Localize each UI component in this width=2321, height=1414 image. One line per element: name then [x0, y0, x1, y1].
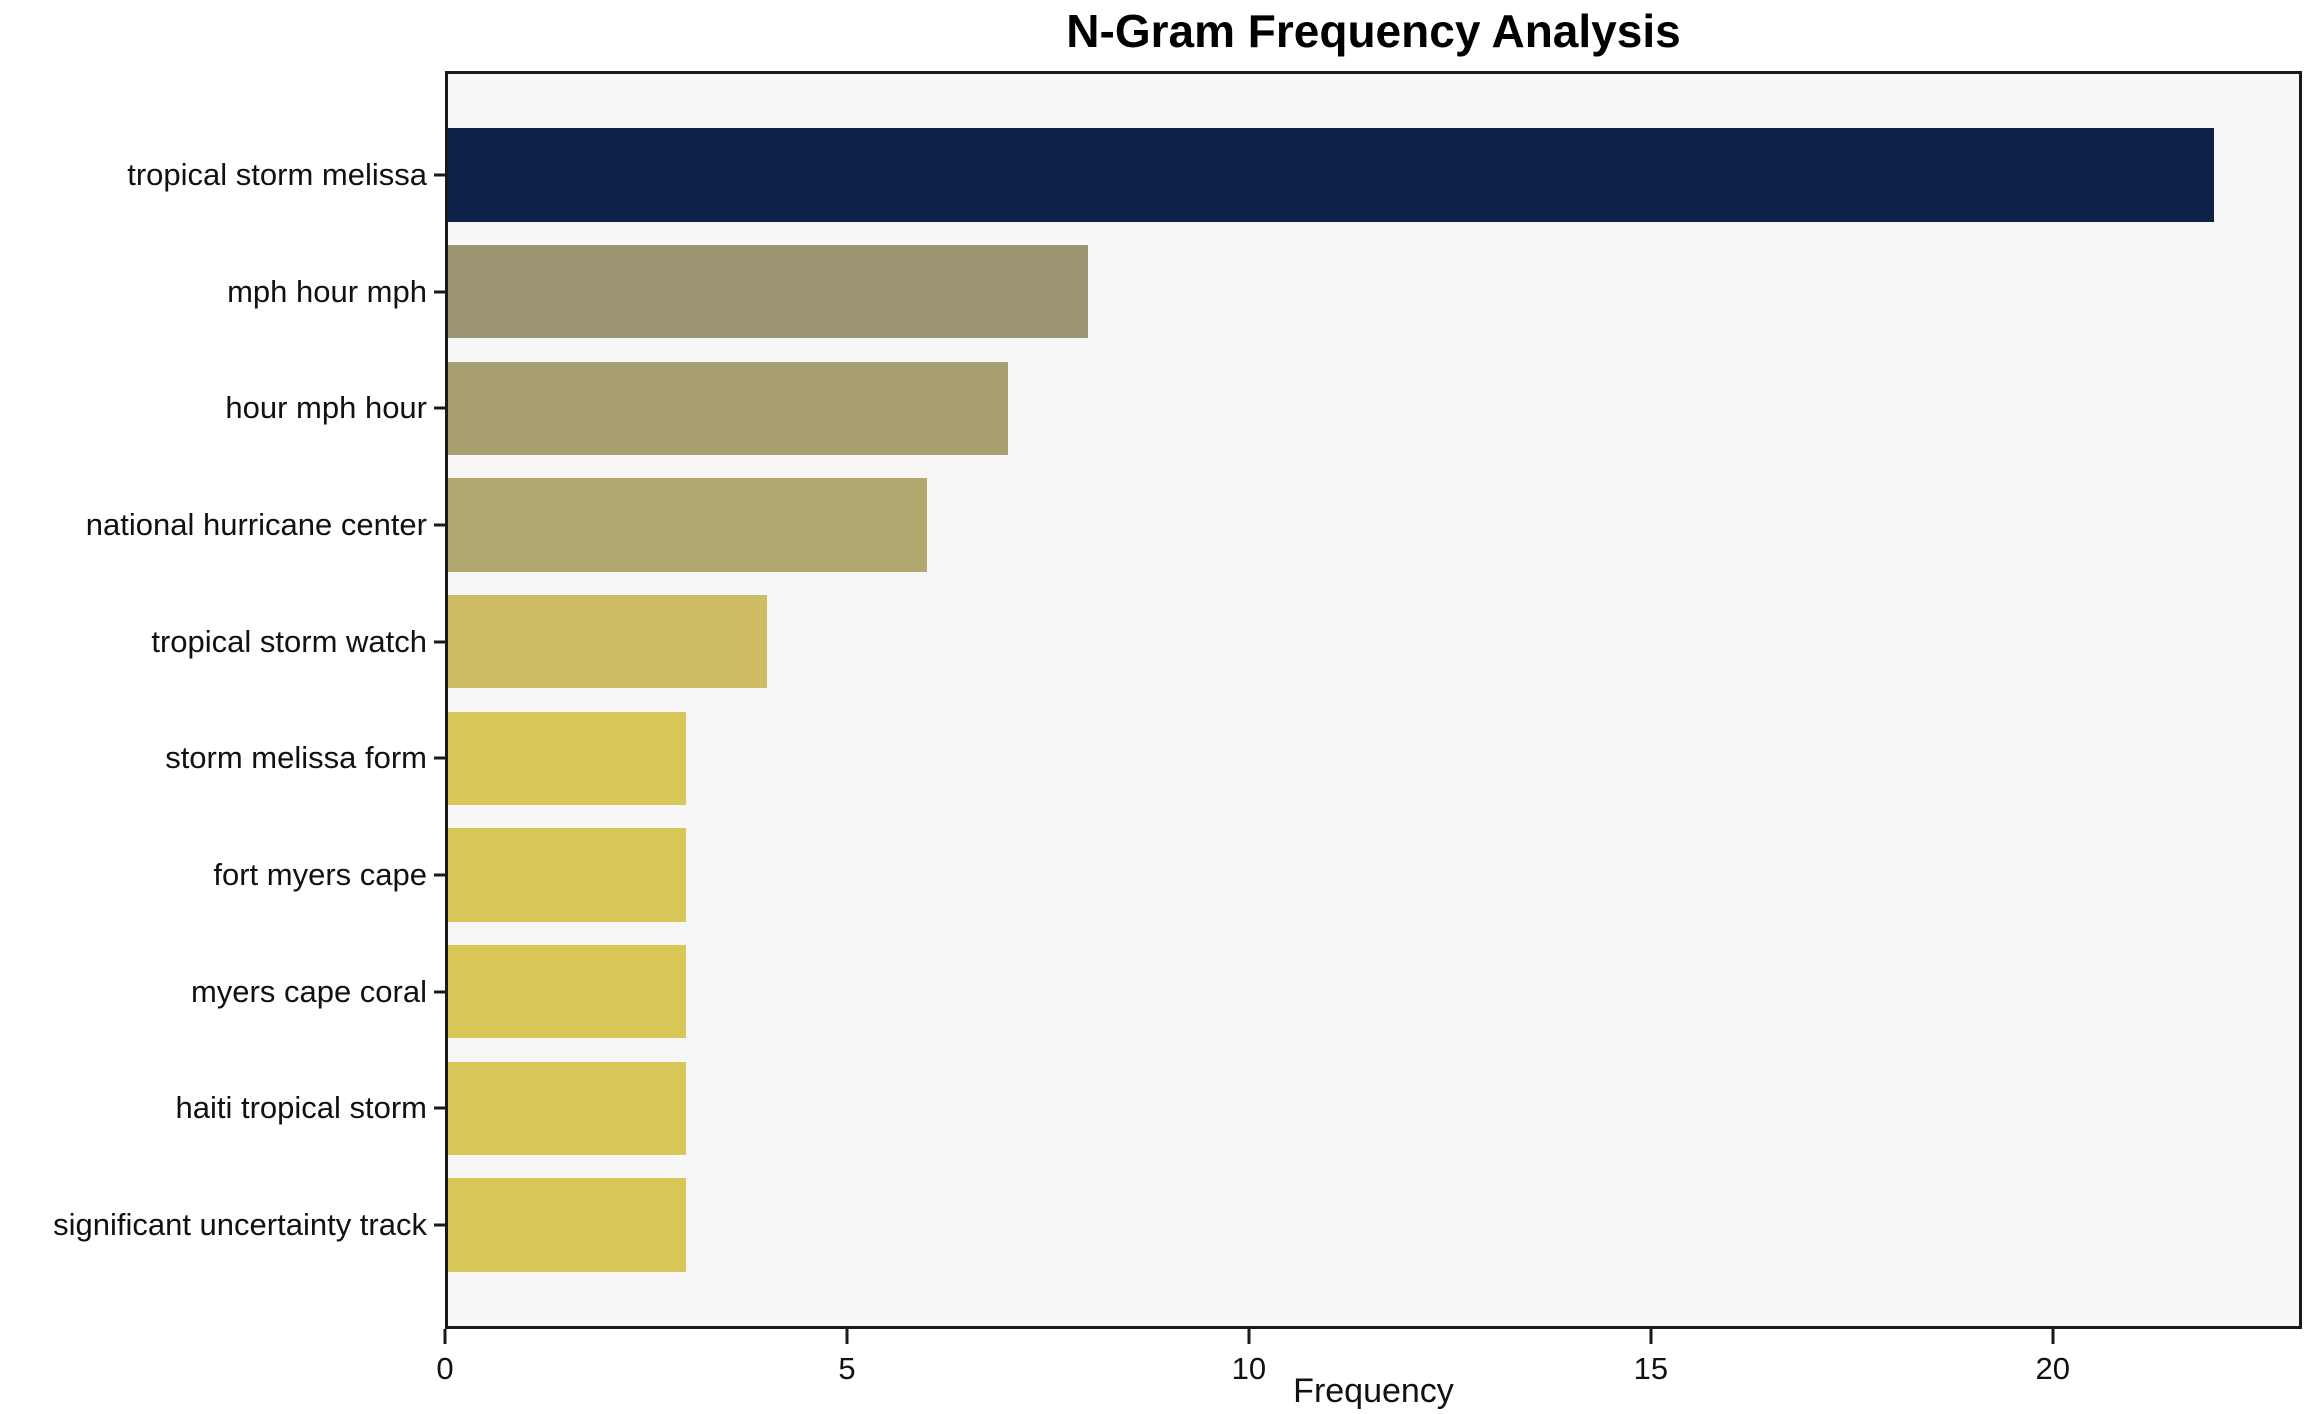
x-tick-mark [2051, 1329, 2055, 1344]
y-tick-mark [434, 640, 445, 644]
bar [448, 361, 1008, 455]
y-tick-label: tropical storm watch [151, 623, 427, 659]
bar [448, 1178, 687, 1272]
y-tick-label: fort myers cape [213, 857, 427, 893]
x-tick-mark [845, 1329, 849, 1344]
y-tick-mark [434, 990, 445, 994]
y-tick-mark [434, 173, 445, 177]
bar [448, 128, 2214, 222]
bar [448, 1061, 687, 1156]
x-tick-mark [1247, 1329, 1251, 1344]
x-tick-mark [443, 1329, 447, 1344]
y-tick-mark [434, 1106, 445, 1110]
y-tick-mark [434, 290, 445, 294]
y-tick-label: hour mph hour [225, 390, 427, 426]
y-tick-label: mph hour mph [227, 273, 427, 309]
bar [448, 594, 767, 689]
y-tick-label: tropical storm melissa [127, 156, 427, 192]
x-tick-label: 20 [2035, 1351, 2071, 1386]
x-axis-label: Frequency [1293, 1372, 1454, 1410]
y-tick-label: haiti tropical storm [175, 1090, 427, 1126]
x-tick-label: 15 [1633, 1351, 1669, 1386]
y-tick-mark [434, 873, 445, 877]
bar [448, 244, 1089, 339]
y-tick-label: significant uncertainty track [53, 1207, 427, 1243]
chart-title: N-Gram Frequency Analysis [1066, 5, 1681, 57]
y-tick-mark [434, 1223, 445, 1227]
y-tick-mark [434, 406, 445, 410]
x-tick-label: 5 [838, 1351, 856, 1386]
x-tick-label: 10 [1231, 1351, 1267, 1386]
y-tick-mark [434, 523, 445, 527]
y-tick-label: national hurricane center [85, 506, 427, 542]
bar [448, 945, 687, 1039]
x-tick-label: 0 [436, 1351, 454, 1386]
bar [448, 478, 928, 572]
y-tick-label: storm melissa form [165, 740, 427, 776]
x-tick-mark [1649, 1329, 1653, 1344]
bar [448, 711, 687, 805]
bar [448, 828, 687, 922]
y-tick-label: myers cape coral [190, 973, 427, 1009]
y-tick-mark [434, 756, 445, 760]
